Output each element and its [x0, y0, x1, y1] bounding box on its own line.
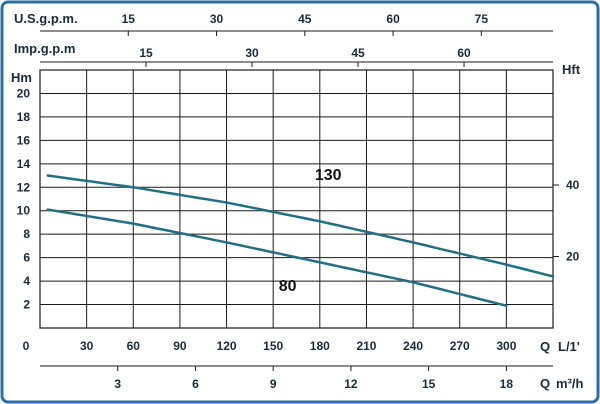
hm-axis-title: Hm — [11, 70, 32, 85]
hm-tick-label: 6 — [23, 251, 30, 265]
us-gpm-tick-label: 30 — [210, 12, 224, 26]
hm-tick-label: 18 — [17, 110, 31, 124]
series-label-130: 130 — [315, 167, 342, 184]
flow-lmin-tick-label: 90 — [173, 339, 187, 353]
series-labels: 130 80 — [279, 167, 342, 295]
flow-lmin-tick-label: 210 — [356, 339, 376, 353]
us-gpm-tick-label: 75 — [475, 12, 489, 26]
hm-tick-label: 10 — [17, 204, 31, 218]
flow-lmin-tick-label: 300 — [496, 339, 516, 353]
us-gpm-axis-title: U.S.g.p.m. — [14, 11, 78, 26]
flow-lmin-tick-label: 60 — [127, 339, 141, 353]
hm-tick-label: 2 — [23, 298, 30, 312]
m3h-tick-label: 12 — [344, 377, 358, 391]
hm-tick-label: 16 — [17, 133, 31, 147]
m3h-tick-label: 15 — [422, 377, 436, 391]
us-gpm-tick-label: 60 — [386, 12, 400, 26]
plot-border — [39, 69, 554, 329]
m3h-tick-label: 18 — [500, 377, 514, 391]
m3h-tick-label: 6 — [192, 377, 199, 391]
m3h-tick-label: 9 — [270, 377, 277, 391]
flow-lmin-tick-label: 30 — [80, 339, 94, 353]
flow-lmin-axis-unit: L/1' — [558, 339, 580, 354]
series-line-130 — [46, 174, 555, 278]
series-label-80: 80 — [279, 278, 297, 295]
hm-tick-label: 4 — [23, 274, 30, 288]
us-gpm-tick-label: 45 — [298, 12, 312, 26]
hft-tick-label: 20 — [566, 250, 580, 264]
grid — [40, 70, 553, 328]
flow-lmin-tick-label: 180 — [310, 339, 330, 353]
m3h-axis-letter: Q — [540, 376, 550, 391]
series — [46, 174, 555, 307]
flow-lmin-tick-label: 120 — [217, 339, 237, 353]
tick-labels: 15 30 45 60 75U.S.g.p.m.15 30 45 60Imp.g.p.m246… — [11, 11, 584, 391]
axes — [39, 30, 559, 371]
imp-gpm-tick-label: 45 — [351, 46, 365, 60]
flow-lmin-tick-label: 0 — [23, 339, 30, 353]
m3h-tick-label: 3 — [114, 377, 121, 391]
m3h-axis-unit: m³/h — [556, 376, 584, 391]
hft-tick-label: 40 — [566, 178, 580, 192]
imp-gpm-tick-label: 15 — [139, 46, 153, 60]
hm-tick-label: 14 — [17, 157, 31, 171]
flow-lmin-axis-letter: Q — [540, 339, 550, 354]
series-line-80 — [46, 208, 508, 307]
hm-tick-label: 12 — [17, 180, 31, 194]
hm-tick-label: 8 — [23, 227, 30, 241]
imp-gpm-axis-title: Imp.g.p.m — [14, 41, 75, 56]
imp-gpm-tick-label: 60 — [457, 46, 471, 60]
hft-axis-title: Hft — [562, 62, 581, 77]
flow-lmin-tick-label: 270 — [450, 339, 470, 353]
imp-gpm-tick-label: 30 — [245, 46, 259, 60]
hm-tick-label: 20 — [17, 86, 31, 100]
flow-lmin-tick-label: 150 — [263, 339, 283, 353]
us-gpm-tick-label: 15 — [122, 12, 136, 26]
flow-lmin-tick-label: 240 — [403, 339, 423, 353]
